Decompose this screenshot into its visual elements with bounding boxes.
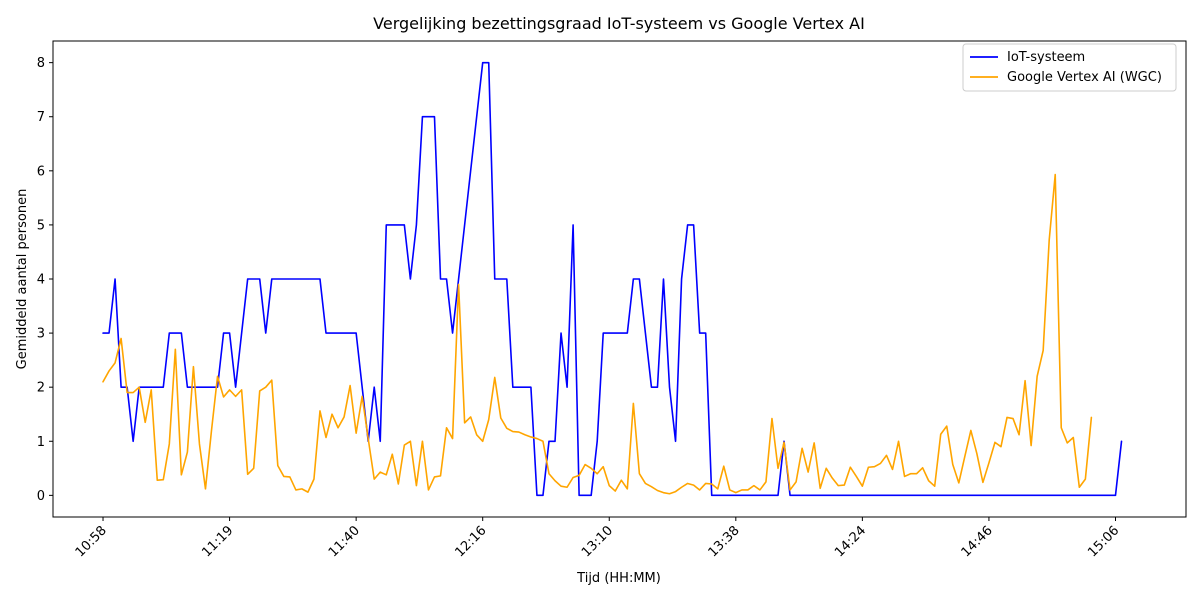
x-tick-label: 14:46 bbox=[959, 523, 996, 560]
series-line-iot bbox=[102, 61, 1123, 497]
x-tick-label: 14:24 bbox=[832, 523, 869, 560]
legend-label-iot: IoT-systeem bbox=[1007, 50, 1085, 65]
y-tick-label: 4 bbox=[37, 273, 45, 288]
legend: IoT-systeem Google Vertex AI (WGC) bbox=[962, 43, 1177, 92]
x-tick-label: 13:10 bbox=[579, 523, 616, 560]
legend-box bbox=[962, 43, 1177, 92]
y-tick-label: 5 bbox=[37, 218, 45, 233]
y-tick-label: 3 bbox=[37, 327, 45, 342]
x-tick-label: 11:40 bbox=[326, 523, 363, 560]
series-layer bbox=[102, 61, 1123, 497]
y-tick-label: 7 bbox=[37, 110, 45, 125]
x-tick-label: 13:38 bbox=[706, 523, 743, 560]
y-axis: 0 1 2 3 4 5 6 7 8 bbox=[37, 56, 53, 504]
plot-frame bbox=[52, 40, 1187, 518]
chart-title: Vergelijking bezettingsgraad IoT-systeem… bbox=[373, 14, 865, 33]
y-tick-label: 8 bbox=[37, 56, 45, 71]
x-tick-label: 11:19 bbox=[199, 523, 236, 560]
legend-label-vertex: Google Vertex AI (WGC) bbox=[1007, 70, 1162, 85]
x-axis: 10:58 11:19 11:40 12:16 13:10 13:38 14:24 14:46… bbox=[73, 517, 1122, 560]
y-tick-label: 2 bbox=[37, 381, 45, 396]
x-tick-label: 10:58 bbox=[73, 523, 110, 560]
x-tick-label: 12:16 bbox=[452, 523, 489, 560]
series-line-vertex bbox=[102, 173, 1093, 495]
x-axis-label: Tijd (HH:MM) bbox=[576, 571, 661, 586]
y-tick-label: 1 bbox=[37, 435, 45, 450]
y-tick-label: 0 bbox=[37, 489, 45, 504]
x-tick-label: 15:06 bbox=[1085, 523, 1122, 560]
y-tick-label: 6 bbox=[37, 164, 45, 179]
y-axis-label: Gemiddeld aantal personen bbox=[15, 189, 30, 370]
